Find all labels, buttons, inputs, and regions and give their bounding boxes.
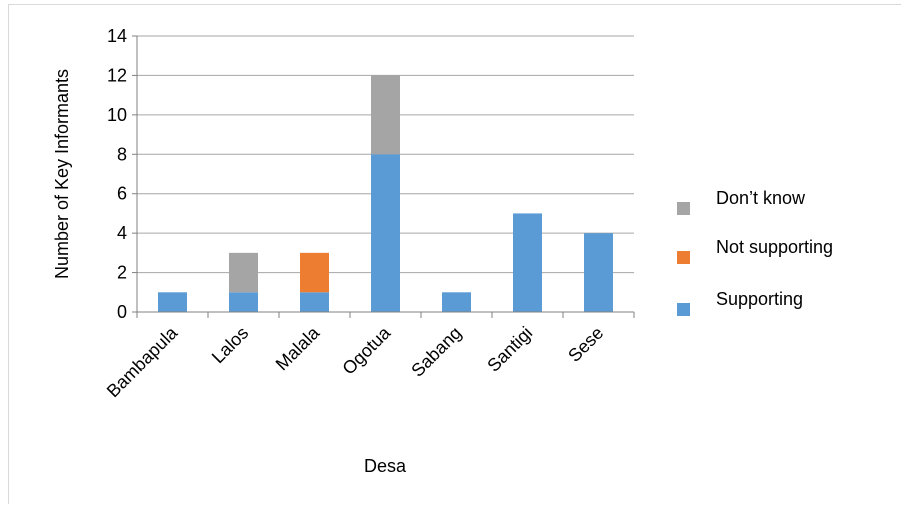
y-tick-label: 14 [107, 26, 127, 46]
y-tick-label: 0 [117, 302, 127, 322]
legend-swatch [677, 202, 690, 215]
bar-supporting-bambapula [158, 292, 187, 312]
x-tick-label: Santigi [483, 323, 536, 376]
x-tick-label: Bambapula [103, 322, 182, 401]
bar-supporting-malala [300, 292, 329, 312]
x-tick-label: Sese [564, 323, 607, 366]
x-tick-label: Ogotua [338, 322, 395, 379]
x-tick-label: Lalos [208, 323, 253, 368]
x-axis-label: Desa [364, 456, 407, 476]
legend: Don’t know Not supporting Supporting [677, 188, 833, 316]
legend-label: Don’t know [716, 188, 806, 208]
y-tick-label: 6 [117, 184, 127, 204]
bar-not-supporting-malala [300, 253, 329, 292]
bar-supporting-sabang [442, 292, 471, 312]
y-tick-label: 12 [107, 65, 127, 85]
legend-swatch [677, 251, 690, 264]
y-tick-labels: 0 2 4 6 8 10 12 14 [107, 26, 127, 322]
y-tick-label: 4 [117, 223, 127, 243]
y-axis-label: Number of Key Informants [52, 69, 72, 279]
bar-supporting-sese [584, 233, 613, 312]
y-tick-label: 10 [107, 105, 127, 125]
x-tick-labels: Bambapula Lalos Malala Ogotua Sabang Santigi S… [103, 322, 608, 401]
legend-label: Supporting [716, 289, 803, 309]
x-tick-label: Sabang [407, 323, 465, 381]
legend-label: Not supporting [716, 237, 833, 257]
bar-supporting-santigi [513, 213, 542, 312]
bar-supporting-lalos [229, 292, 258, 312]
bar-supporting-ogotua [371, 154, 400, 312]
bar-don-t-know-lalos [229, 253, 258, 292]
bar-don-t-know-ogotua [371, 75, 400, 154]
x-tick-label: Malala [272, 322, 324, 374]
y-tick-label: 2 [117, 263, 127, 283]
legend-swatch [677, 303, 690, 316]
y-tick-label: 8 [117, 144, 127, 164]
